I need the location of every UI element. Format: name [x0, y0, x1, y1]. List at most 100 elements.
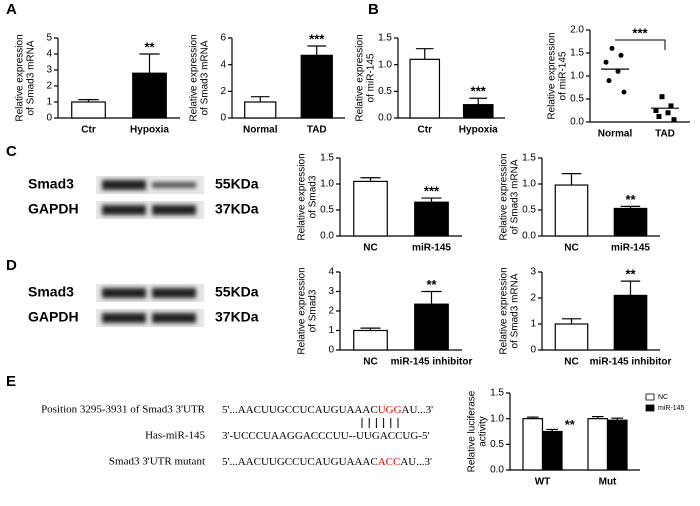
point: [621, 89, 627, 95]
bar: [554, 323, 589, 351]
sequence-part: 5'...AACUUGCCUCAUGUAAAC: [222, 404, 378, 416]
y-axis-label: activity: [478, 416, 489, 447]
y-axis-label: Relative expression: [297, 153, 308, 240]
significance: ***: [309, 31, 325, 46]
y-axis-label: Relative expression: [297, 267, 308, 354]
significance: ***: [471, 84, 487, 99]
significance: ***: [424, 183, 440, 198]
blot-band: [152, 182, 196, 188]
blot-band: [152, 313, 196, 323]
y-tick-label: 0.5: [378, 86, 392, 97]
size-label: 55KDa: [215, 284, 259, 300]
size-label: 37KDa: [215, 309, 259, 325]
y-axis-label: of Smad3 mRNA: [200, 40, 211, 115]
protein-label: GAPDH: [28, 309, 79, 325]
y-tick-label: 3: [46, 65, 52, 76]
bar: [71, 101, 106, 119]
x-tick-label: Normal: [598, 129, 633, 140]
point: [659, 94, 665, 100]
legend-label: miR-145: [658, 405, 685, 412]
sequence-part: ACC: [378, 456, 401, 468]
y-axis-label: Relative expression: [355, 34, 366, 121]
y-axis-label: of miR-145: [366, 53, 377, 102]
y-axis-label: Relative expression: [15, 34, 26, 121]
bar: [541, 430, 563, 471]
y-tick-label: 1.0: [522, 179, 536, 190]
y-tick-label: 1: [46, 97, 52, 108]
chart: 0.0 0.5 1.0 1.5 Relative expression of Smad3 N…: [297, 153, 462, 254]
x-tick-label: Mut: [599, 477, 617, 488]
x-tick-label: NC: [564, 357, 578, 368]
sequence: 3'-UCCCUAAGGACCCUU--UUGACCUG-5': [222, 430, 429, 442]
y-tick-label: 2: [220, 86, 226, 97]
blot-band: [102, 205, 146, 215]
point: [671, 117, 677, 123]
x-tick-label: WT: [535, 477, 551, 488]
y-tick-label: 1: [530, 319, 536, 330]
y-tick-label: 4: [220, 59, 226, 70]
significance: **: [625, 192, 636, 207]
significance: **: [625, 267, 636, 282]
bar: [554, 184, 589, 237]
point: [653, 108, 659, 113]
y-tick-label: 3: [328, 286, 334, 297]
y-tick-label: 0: [328, 345, 334, 356]
y-tick-label: 0.5: [522, 205, 536, 216]
y-tick-label: 0.0: [522, 231, 536, 242]
point: [609, 45, 615, 51]
point: [615, 68, 621, 74]
blot-band: [102, 313, 146, 323]
y-axis-label: Relative expression: [547, 32, 558, 119]
bar: [353, 180, 388, 237]
chart: 0.0 0.5 1.0 1.5 2.0 Relative expression of miR…: [547, 25, 690, 140]
y-tick-label: 1.0: [490, 413, 504, 424]
significance: **: [426, 277, 437, 292]
bar: [606, 419, 628, 471]
y-tick-label: 1.0: [320, 179, 334, 190]
chart: 0.0 0.5 1.0 1.5 Relative luciferase activity W…: [467, 388, 685, 488]
significance: **: [144, 39, 155, 54]
y-tick-label: 1.5: [378, 33, 392, 44]
protein-label: GAPDH: [28, 201, 79, 217]
y-tick-label: 2: [530, 293, 536, 304]
y-tick-label: 6: [220, 33, 226, 44]
y-tick-label: 0.0: [490, 465, 504, 476]
sequence-label: Smad3 3'UTR mutant: [109, 456, 205, 468]
point: [668, 103, 674, 109]
sequence-part: 3'-UCCCUAAGGACCCUU--UUGACCUG-5': [222, 430, 429, 442]
bracket: [615, 39, 666, 50]
sequence-part: AU...3': [402, 404, 434, 416]
bar: [300, 54, 333, 119]
legend-label: NC: [658, 394, 668, 401]
legend-swatch: [645, 393, 655, 401]
point: [618, 52, 624, 58]
legend-swatch: [645, 404, 655, 412]
y-axis-label: of Smad3: [308, 289, 319, 332]
x-tick-label: NC: [564, 243, 578, 254]
y-tick-label: 4: [46, 49, 52, 60]
sequence-part: 5'...AACUUGCCUCAUGUAAAC: [222, 456, 378, 468]
x-tick-label: Normal: [243, 125, 278, 136]
x-tick-label: Hypoxia: [130, 125, 169, 136]
blots: Smad3 55KDa GAPDH 37KDa Smad3 55KDa GAPDH 37KDa: [28, 176, 259, 327]
y-axis-label: Relative luciferase: [467, 390, 478, 472]
significance: **: [565, 417, 576, 432]
sequences: Position 3295-3931 of Smad3 3'UTR 5'...AA…: [41, 404, 433, 468]
blot-band: [152, 205, 196, 215]
y-tick-label: 0: [530, 345, 536, 356]
y-tick-label: 0.0: [320, 231, 334, 242]
bar: [462, 104, 494, 119]
y-tick-label: 2.0: [570, 25, 584, 36]
protein-label: Smad3: [28, 176, 74, 192]
x-tick-label: TAD: [307, 125, 327, 136]
sequence-part: AU...3': [400, 456, 432, 468]
y-axis-label: of Smad3 mRNA: [510, 273, 521, 348]
point: [665, 110, 671, 116]
chart: 0.0 0.5 1.0 1.5 Relative expression of Smad3 …: [499, 153, 660, 254]
bar: [414, 303, 449, 351]
y-axis-label: Relative expression: [499, 267, 510, 354]
point: [606, 78, 612, 84]
x-tick-label: Ctr: [81, 125, 96, 136]
y-tick-label: 0.5: [320, 205, 334, 216]
